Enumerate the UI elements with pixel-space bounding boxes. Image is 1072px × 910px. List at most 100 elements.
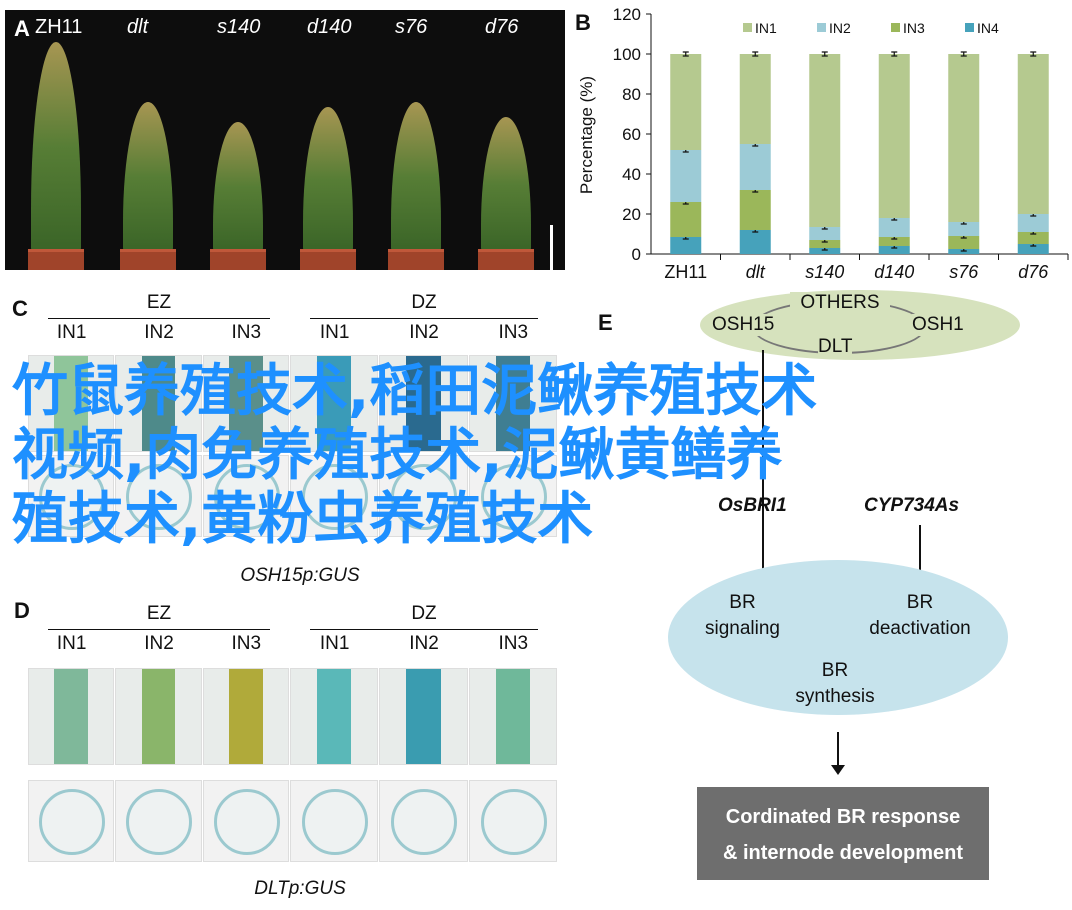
rice-plant (481, 117, 531, 252)
genotype-label: s140 (217, 16, 261, 38)
br-signaling-label: BR signaling (705, 592, 780, 639)
internode-section-image (202, 355, 289, 452)
legend-swatch (817, 23, 826, 32)
legend-swatch (891, 23, 900, 32)
rice-plant (391, 102, 441, 252)
x-tick-label: ZH11 (664, 262, 707, 282)
group-label: EZ (146, 292, 172, 313)
overlay-line-1: 竹鼠养殖技术,稻田泥鳅养殖技术 (12, 359, 818, 424)
error-bar (682, 51, 689, 57)
genotype-label: d76 (485, 16, 519, 38)
stacked-bar-chart: 0 20 40 60 80 100 120 Percentage (%) ZH11 dlt s140… (577, 5, 1069, 282)
internode-section-image (115, 668, 202, 765)
bar-segment-IN3 (809, 240, 841, 248)
pot (388, 249, 444, 270)
gus-caption: DLTp:GUS (254, 878, 346, 899)
panel-label-e: E (598, 310, 613, 335)
internode-section-image (28, 668, 115, 765)
x-tick-label: s140 (805, 262, 844, 282)
group-divider (48, 629, 270, 630)
panel-label-a: A (14, 16, 30, 41)
group-label: DZ (411, 603, 437, 624)
bar-segment-IN4 (878, 246, 910, 254)
osh1-label: OSH1 (912, 314, 964, 336)
y-tick-label: 80 (622, 85, 641, 104)
legend-swatch (965, 23, 974, 32)
plant-photo-panel: ZH11 dlt s140 d140 s76 d76 (5, 10, 565, 277)
dlt-label: DLT (818, 336, 853, 358)
internode-label: IN1 (56, 633, 87, 654)
cross-section-image (115, 780, 202, 862)
arrow-line (762, 350, 764, 578)
y-tick-label: 120 (613, 5, 641, 24)
bar-segment-IN4 (809, 248, 841, 254)
y-tick-label: 0 (632, 245, 641, 264)
bar-segment-IN3 (948, 236, 980, 249)
br-deactivation-label: BR deactivation (869, 592, 971, 639)
bar-segment-IN1 (739, 54, 771, 144)
pot (300, 249, 356, 270)
cross-section-image (202, 455, 289, 537)
osh15-label: OSH15 (712, 314, 775, 336)
cross-section-image (115, 455, 202, 537)
rice-plant (303, 107, 353, 252)
pot (210, 249, 266, 270)
cross-section-image (468, 455, 557, 537)
cross-section-image (202, 780, 289, 862)
group-divider (310, 318, 538, 319)
internode-label: IN3 (231, 633, 262, 654)
x-tick-label: d140 (874, 262, 914, 282)
overlay-line-2: 视频,肉免养殖技术,泥鳅黄鳝养 (12, 423, 783, 488)
internode-section-image (468, 668, 557, 765)
overlay-line-3: 殖技术,黄粉虫养殖技术 (12, 487, 594, 552)
panel-label-b: B (575, 10, 591, 35)
bar-segment-IN2 (739, 144, 771, 190)
bar-segment-IN2 (809, 227, 841, 240)
y-tick-label: 20 (622, 205, 641, 224)
x-tick-label: dlt (746, 262, 766, 282)
cross-section-image (379, 780, 468, 862)
rice-plant (31, 42, 81, 252)
bar-segment-IN2 (670, 150, 702, 202)
y-tick-label: 40 (622, 165, 641, 184)
internode-label: IN2 (409, 322, 439, 343)
br-synthesis-label: BR synthesis (795, 660, 875, 707)
cyp734as-label: CYP734As (864, 495, 960, 516)
genotype-label: d140 (307, 16, 352, 38)
pot (478, 249, 534, 270)
group-divider (310, 629, 538, 630)
internode-section-image (290, 668, 379, 765)
legend-label: IN3 (903, 20, 925, 36)
bar-segment-IN1 (878, 54, 910, 218)
bar-segment-IN1 (809, 54, 841, 227)
internode-label: IN2 (409, 633, 439, 654)
bar-segment-IN2 (1017, 214, 1049, 232)
y-tick-label: 60 (622, 125, 641, 144)
genotype-label: ZH11 (35, 16, 83, 38)
internode-label: IN1 (56, 322, 87, 343)
internode-label: IN1 (319, 633, 350, 654)
cross-section-image (290, 455, 379, 537)
internode-section-image (290, 355, 379, 452)
internode-section-image (379, 668, 468, 765)
bar-segment-IN3 (878, 237, 910, 246)
bar-segment-IN2 (948, 222, 980, 236)
internode-label: IN1 (319, 322, 350, 343)
bar-segment-IN3 (1017, 232, 1049, 244)
scale-bar (550, 225, 553, 277)
group-divider (48, 318, 270, 319)
br-ellipse (668, 560, 1008, 715)
error-bar (1030, 51, 1037, 57)
internode-section-image (202, 668, 289, 765)
cross-section-image (290, 780, 379, 862)
genotype-label: dlt (127, 16, 149, 38)
cross-section-image (28, 455, 115, 537)
bar-segment-IN3 (670, 202, 702, 237)
cross-section-image (379, 455, 468, 537)
genotype-label: s76 (395, 16, 428, 38)
internode-label: IN3 (231, 322, 262, 343)
bar-segment-IN1 (948, 54, 980, 222)
internode-section-image (28, 355, 115, 452)
bar-segment-IN1 (670, 54, 702, 150)
internode-section-image (379, 355, 468, 452)
